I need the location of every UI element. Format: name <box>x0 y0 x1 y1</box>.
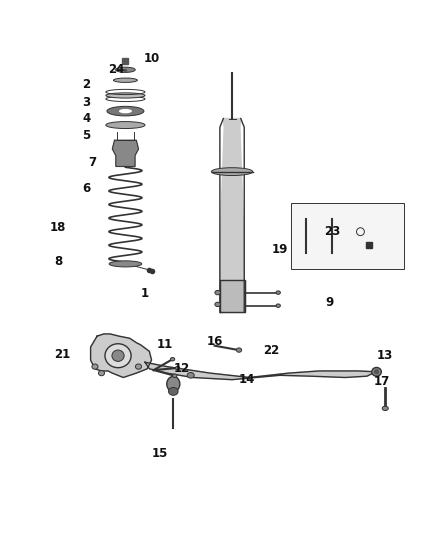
FancyBboxPatch shape <box>291 204 404 269</box>
Ellipse shape <box>170 358 175 361</box>
Text: 19: 19 <box>272 243 288 256</box>
Text: 11: 11 <box>156 338 173 351</box>
Text: 7: 7 <box>89 156 97 168</box>
Text: 14: 14 <box>239 373 255 386</box>
Ellipse shape <box>173 374 177 377</box>
Polygon shape <box>220 118 244 312</box>
Text: 23: 23 <box>324 225 340 238</box>
Ellipse shape <box>105 344 131 368</box>
Ellipse shape <box>372 367 381 376</box>
Ellipse shape <box>107 107 144 116</box>
Text: 17: 17 <box>374 375 390 389</box>
Text: 15: 15 <box>152 447 169 460</box>
Polygon shape <box>91 334 152 377</box>
Ellipse shape <box>382 406 389 410</box>
Text: 24: 24 <box>109 63 125 76</box>
Ellipse shape <box>113 78 138 83</box>
Ellipse shape <box>187 373 194 378</box>
Ellipse shape <box>237 348 242 352</box>
Text: 9: 9 <box>326 296 334 309</box>
Ellipse shape <box>212 168 253 175</box>
Text: 12: 12 <box>174 362 190 375</box>
Ellipse shape <box>106 93 145 98</box>
Text: 21: 21 <box>54 348 71 361</box>
Ellipse shape <box>169 387 178 395</box>
Text: 8: 8 <box>54 255 62 268</box>
Ellipse shape <box>167 376 180 392</box>
Text: 10: 10 <box>143 52 160 65</box>
Text: 18: 18 <box>50 221 66 234</box>
Ellipse shape <box>92 364 98 369</box>
Ellipse shape <box>119 109 132 114</box>
Polygon shape <box>145 362 376 379</box>
Text: 4: 4 <box>82 112 90 125</box>
Ellipse shape <box>215 290 220 295</box>
Ellipse shape <box>99 370 105 376</box>
Text: 22: 22 <box>263 344 279 357</box>
Ellipse shape <box>106 122 145 128</box>
Text: 2: 2 <box>82 78 90 91</box>
Text: 13: 13 <box>376 349 392 362</box>
Text: 3: 3 <box>82 96 90 109</box>
Polygon shape <box>113 140 138 166</box>
Ellipse shape <box>109 261 142 267</box>
Ellipse shape <box>374 370 379 374</box>
Text: 6: 6 <box>82 182 90 195</box>
Ellipse shape <box>135 364 141 369</box>
Text: 5: 5 <box>82 130 90 142</box>
Text: 1: 1 <box>141 287 149 300</box>
Polygon shape <box>220 279 245 312</box>
Ellipse shape <box>175 366 180 370</box>
Ellipse shape <box>215 302 220 306</box>
Ellipse shape <box>116 67 135 72</box>
Ellipse shape <box>276 291 280 294</box>
Text: 16: 16 <box>206 335 223 348</box>
Ellipse shape <box>112 350 124 361</box>
Ellipse shape <box>276 304 280 308</box>
